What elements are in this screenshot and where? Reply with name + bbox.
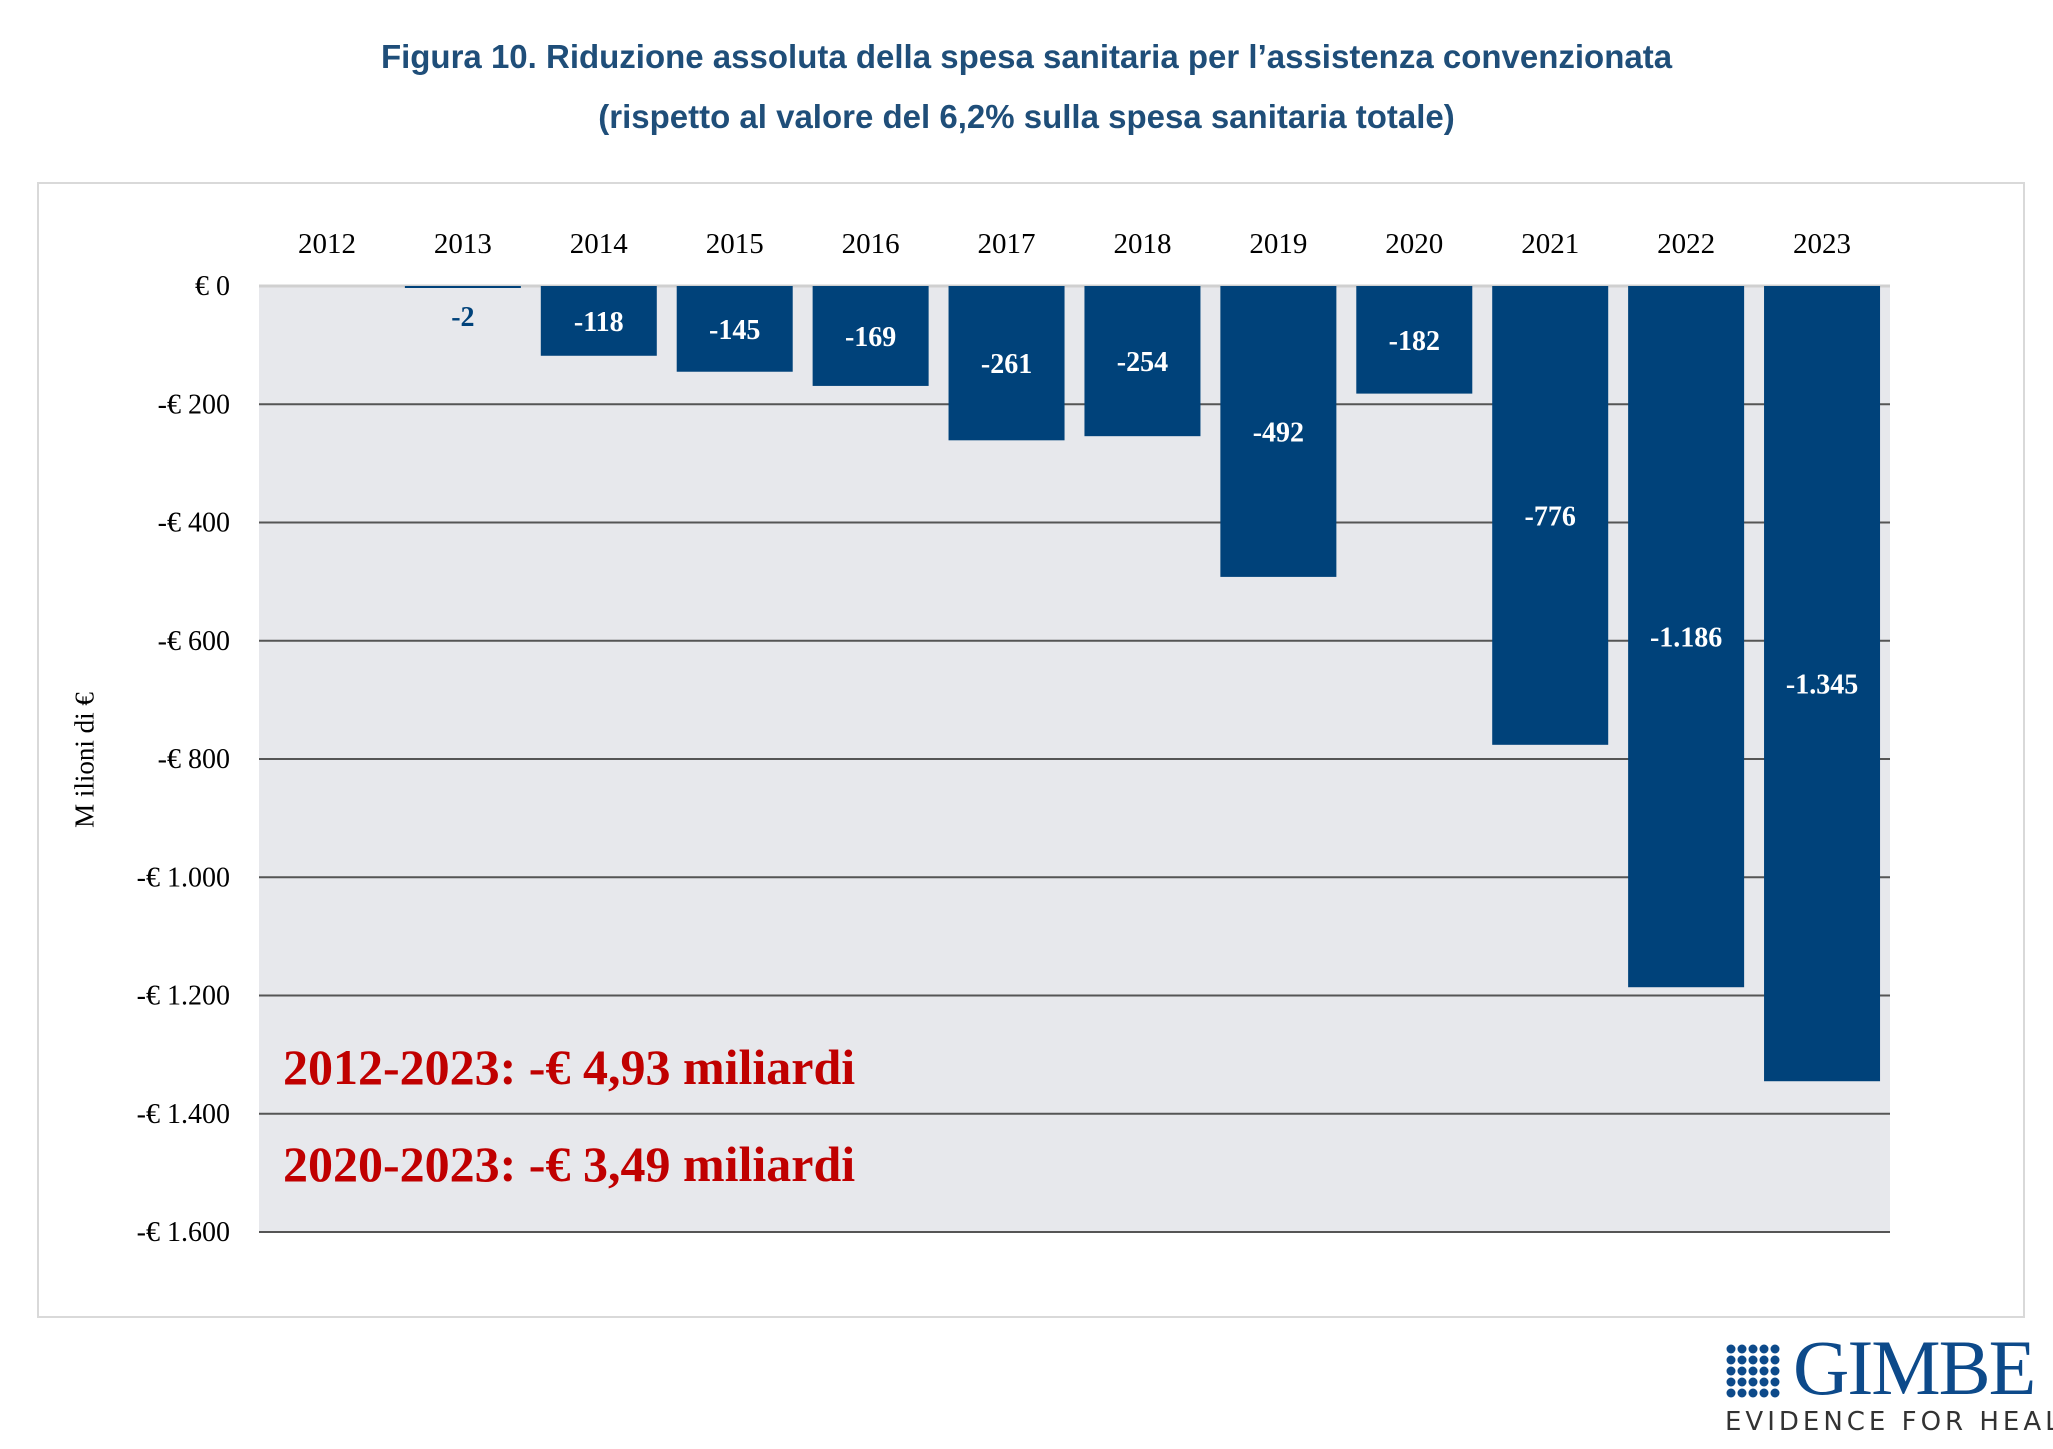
bar-2021 (1492, 286, 1609, 745)
data-label: -492 (1253, 417, 1304, 448)
x-tick-label: 2012 (298, 228, 356, 260)
x-tick-label: 2016 (842, 228, 900, 260)
annotation-2012-2023: 2012-2023: -€ 4,93 miliardi (283, 1039, 856, 1095)
y-tick-label: -€ 800 (158, 744, 230, 775)
dots-grid-icon (1726, 1344, 1780, 1398)
x-tick-label: 2018 (1113, 228, 1171, 260)
x-tick-label: 2019 (1249, 228, 1307, 260)
data-label: -182 (1389, 326, 1440, 357)
y-tick-label: -€ 600 (158, 626, 230, 657)
bar-2017 (948, 286, 1065, 441)
data-label: -118 (574, 307, 624, 338)
data-label: -776 (1525, 501, 1576, 532)
bar-2016 (812, 286, 929, 386)
annotation-2020-2023: 2020-2023: -€ 3,49 miliardi (283, 1136, 856, 1192)
y-tick-label: € 0 (195, 271, 230, 302)
data-label: -1.345 (1786, 670, 1858, 701)
logo-name: GIMBE (1793, 1324, 2036, 1411)
x-tick-label: 2020 (1385, 228, 1443, 260)
x-tick-label: 2014 (570, 228, 629, 260)
data-label: -1.186 (1650, 623, 1722, 654)
y-tick-label: -€ 1.600 (137, 1217, 230, 1248)
x-tick-label: 2022 (1657, 228, 1715, 260)
x-tick-label: 2023 (1793, 228, 1851, 260)
data-label: -169 (845, 322, 896, 353)
x-tick-label: 2015 (706, 228, 764, 260)
y-tick-label: -€ 400 (158, 508, 230, 539)
logo-tagline: EVIDENCE FOR HEALTH (1725, 1407, 2053, 1437)
y-tick-label: -€ 1.200 (137, 981, 230, 1012)
bar-2013 (404, 286, 521, 288)
bar-2018 (1084, 286, 1201, 437)
chart-subtitle: (rispetto al valore del 6,2% sulla spesa… (598, 98, 1455, 135)
chart-title: Figura 10. Riduzione assoluta della spes… (380, 38, 1673, 75)
bar-2019 (1220, 286, 1337, 577)
data-label: -2 (451, 302, 474, 333)
data-label: -145 (709, 315, 760, 346)
bar-2014 (540, 286, 657, 356)
y-tick-label: -€ 1.400 (137, 1099, 230, 1130)
data-label: -261 (981, 349, 1032, 380)
bar-2023 (1764, 286, 1881, 1082)
x-tick-label: 2017 (978, 228, 1036, 260)
data-label: -254 (1117, 347, 1168, 378)
bar-2015 (676, 286, 793, 372)
y-axis-label: M ilioni di € (69, 692, 100, 828)
x-tick-label: 2013 (434, 228, 492, 260)
y-tick-label: -€ 1.000 (137, 862, 230, 893)
bar-2022 (1628, 286, 1745, 988)
y-tick-label: -€ 200 (158, 389, 230, 420)
chart-frame (37, 182, 2025, 1318)
x-tick-label: 2021 (1521, 228, 1579, 260)
bar-2020 (1356, 286, 1473, 394)
